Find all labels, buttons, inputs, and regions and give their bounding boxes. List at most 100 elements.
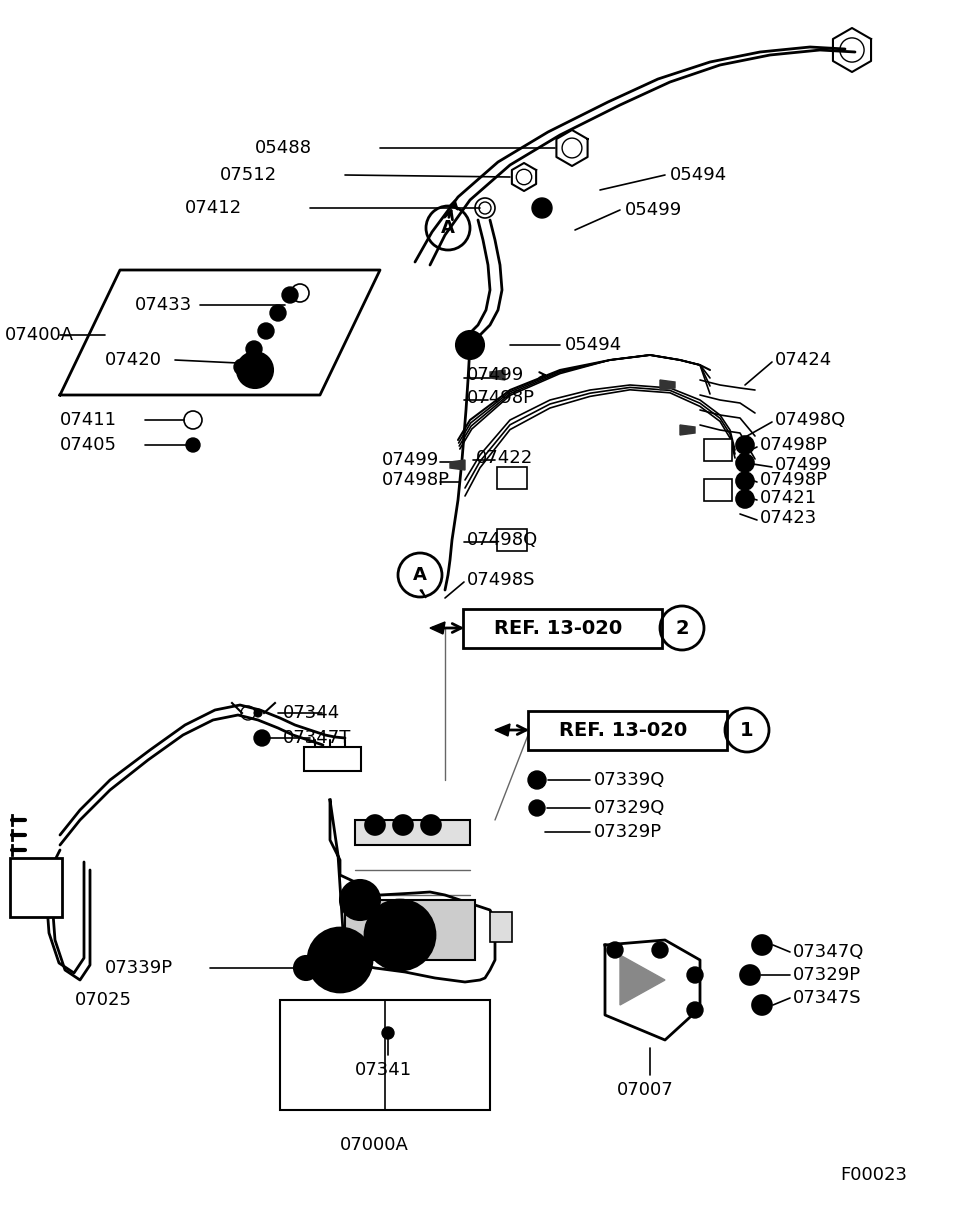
Circle shape [607, 943, 623, 958]
Text: F00023: F00023 [840, 1166, 907, 1185]
Polygon shape [450, 200, 458, 211]
Text: 07499: 07499 [775, 456, 832, 474]
Circle shape [740, 476, 750, 486]
Circle shape [736, 472, 754, 490]
Text: 07405: 07405 [60, 436, 117, 454]
Text: REF. 13-020: REF. 13-020 [560, 720, 687, 739]
Circle shape [757, 999, 767, 1010]
Circle shape [740, 966, 760, 985]
Text: 07400A: 07400A [5, 325, 74, 344]
Circle shape [308, 928, 372, 992]
FancyBboxPatch shape [355, 820, 470, 845]
Circle shape [745, 970, 755, 980]
FancyBboxPatch shape [304, 747, 361, 771]
Polygon shape [660, 380, 675, 390]
Text: 07329P: 07329P [793, 966, 861, 984]
Text: 07329P: 07329P [594, 823, 662, 841]
Text: 07347Q: 07347Q [793, 943, 864, 961]
Polygon shape [680, 425, 695, 436]
Circle shape [393, 816, 413, 835]
Circle shape [528, 771, 546, 789]
Text: 07344: 07344 [283, 704, 340, 722]
Text: 07347T: 07347T [283, 728, 351, 747]
Text: A: A [413, 566, 427, 584]
Text: 07498S: 07498S [467, 571, 536, 589]
Text: 07341: 07341 [355, 1061, 412, 1079]
Polygon shape [420, 590, 426, 598]
Circle shape [340, 880, 380, 920]
Text: 07347S: 07347S [793, 989, 862, 1007]
Text: 07498Q: 07498Q [775, 411, 847, 430]
Text: 05494: 05494 [670, 166, 728, 184]
Text: 07000A: 07000A [340, 1136, 409, 1154]
Circle shape [294, 956, 318, 980]
Circle shape [254, 730, 270, 747]
Polygon shape [605, 940, 700, 1041]
Polygon shape [450, 460, 465, 469]
Circle shape [687, 1002, 703, 1018]
Circle shape [740, 440, 750, 450]
FancyBboxPatch shape [463, 609, 662, 647]
Circle shape [456, 332, 484, 359]
Circle shape [752, 995, 772, 1015]
Circle shape [752, 935, 772, 955]
Circle shape [365, 900, 435, 970]
Text: 07433: 07433 [135, 296, 192, 315]
Polygon shape [490, 370, 505, 380]
Text: 07422: 07422 [476, 449, 533, 467]
Text: 07411: 07411 [60, 411, 117, 430]
Circle shape [529, 800, 545, 816]
Text: 05494: 05494 [565, 336, 622, 355]
FancyBboxPatch shape [10, 858, 62, 917]
Text: 07420: 07420 [105, 351, 162, 369]
Circle shape [254, 709, 262, 718]
Circle shape [421, 816, 441, 835]
Text: 07339Q: 07339Q [594, 771, 665, 789]
Circle shape [270, 305, 286, 321]
Text: 07329Q: 07329Q [594, 799, 665, 817]
Polygon shape [620, 955, 665, 1006]
Circle shape [237, 352, 273, 388]
Text: 07498P: 07498P [382, 471, 450, 489]
Circle shape [245, 361, 265, 380]
Circle shape [282, 287, 298, 302]
Circle shape [365, 816, 385, 835]
Circle shape [652, 943, 668, 958]
Circle shape [186, 438, 200, 453]
Circle shape [740, 459, 750, 468]
Circle shape [532, 198, 552, 218]
Circle shape [757, 940, 767, 950]
Text: 07499: 07499 [467, 365, 524, 384]
Text: 07498P: 07498P [760, 436, 828, 454]
FancyBboxPatch shape [345, 900, 475, 960]
Text: 05499: 05499 [625, 201, 683, 219]
Text: 1: 1 [740, 720, 754, 739]
Text: 07498P: 07498P [760, 471, 828, 489]
Text: 07499: 07499 [382, 451, 440, 469]
Circle shape [258, 323, 274, 339]
Bar [497, 529, 527, 551]
Circle shape [736, 436, 754, 454]
Circle shape [736, 490, 754, 508]
Text: 07512: 07512 [220, 166, 277, 184]
Circle shape [378, 914, 422, 957]
Circle shape [300, 962, 312, 974]
Circle shape [740, 494, 750, 505]
Bar [704, 439, 732, 461]
Bar [704, 479, 732, 501]
Circle shape [687, 967, 703, 983]
Circle shape [234, 359, 250, 375]
Text: 2: 2 [675, 618, 689, 638]
Text: 07339P: 07339P [105, 960, 173, 976]
Text: A: A [441, 219, 455, 237]
Text: 07498Q: 07498Q [467, 531, 539, 549]
Polygon shape [330, 800, 495, 983]
Text: 07007: 07007 [617, 1081, 674, 1099]
Circle shape [736, 454, 754, 472]
Bar [497, 467, 527, 489]
Circle shape [462, 338, 478, 353]
Text: REF. 13-020: REF. 13-020 [494, 618, 623, 638]
FancyBboxPatch shape [490, 912, 512, 943]
Polygon shape [495, 724, 510, 736]
Text: 07498P: 07498P [467, 388, 535, 407]
